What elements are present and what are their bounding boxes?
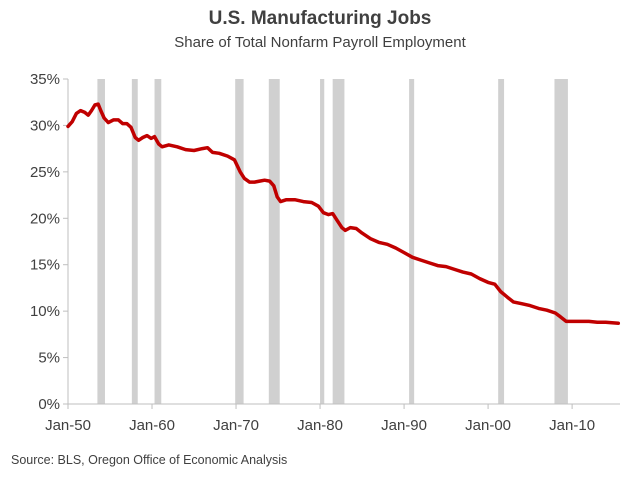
recession-band-2 xyxy=(131,79,138,404)
recession-bands xyxy=(97,79,568,404)
recession-band-8 xyxy=(409,79,415,404)
recession-band-10 xyxy=(554,79,568,404)
x-tick-label: Jan-10 xyxy=(549,417,595,434)
recession-band-3 xyxy=(154,79,162,404)
y-tick-label: 20% xyxy=(30,210,60,227)
y-tick-label: 10% xyxy=(30,303,60,320)
y-tick-label: 0% xyxy=(38,396,60,413)
y-tick-label: 30% xyxy=(30,117,60,134)
x-tick-label: Jan-60 xyxy=(129,417,175,434)
chart-subtitle: Share of Total Nonfarm Payroll Employmen… xyxy=(174,34,466,51)
axes: 0% 5% 10% 15% 20% 25% 30% 35% Jan-50 Jan-60 Jan-70… xyxy=(30,71,620,434)
x-tick-label: Jan-00 xyxy=(465,417,511,434)
series-layer xyxy=(66,102,621,325)
recession-band-5 xyxy=(268,79,280,404)
x-tick-label: Jan-70 xyxy=(213,417,259,434)
y-tick-label: 15% xyxy=(30,257,60,274)
recession-band-9 xyxy=(498,79,505,404)
series-line-1 xyxy=(66,102,621,325)
source-note: Source: BLS, Oregon Office of Economic A… xyxy=(11,453,288,467)
x-tick-label: Jan-90 xyxy=(381,417,427,434)
recession-band-4 xyxy=(235,79,244,404)
recession-band-6 xyxy=(320,79,325,404)
recession-band-1 xyxy=(97,79,105,404)
y-tick-label: 5% xyxy=(38,350,60,367)
x-tick-label: Jan-50 xyxy=(45,417,91,434)
x-tick-label: Jan-80 xyxy=(297,417,343,434)
recession-band-7 xyxy=(332,79,345,404)
y-tick-label: 35% xyxy=(30,71,60,88)
y-tick-label: 25% xyxy=(30,164,60,181)
chart-title: U.S. Manufacturing Jobs xyxy=(208,8,432,29)
